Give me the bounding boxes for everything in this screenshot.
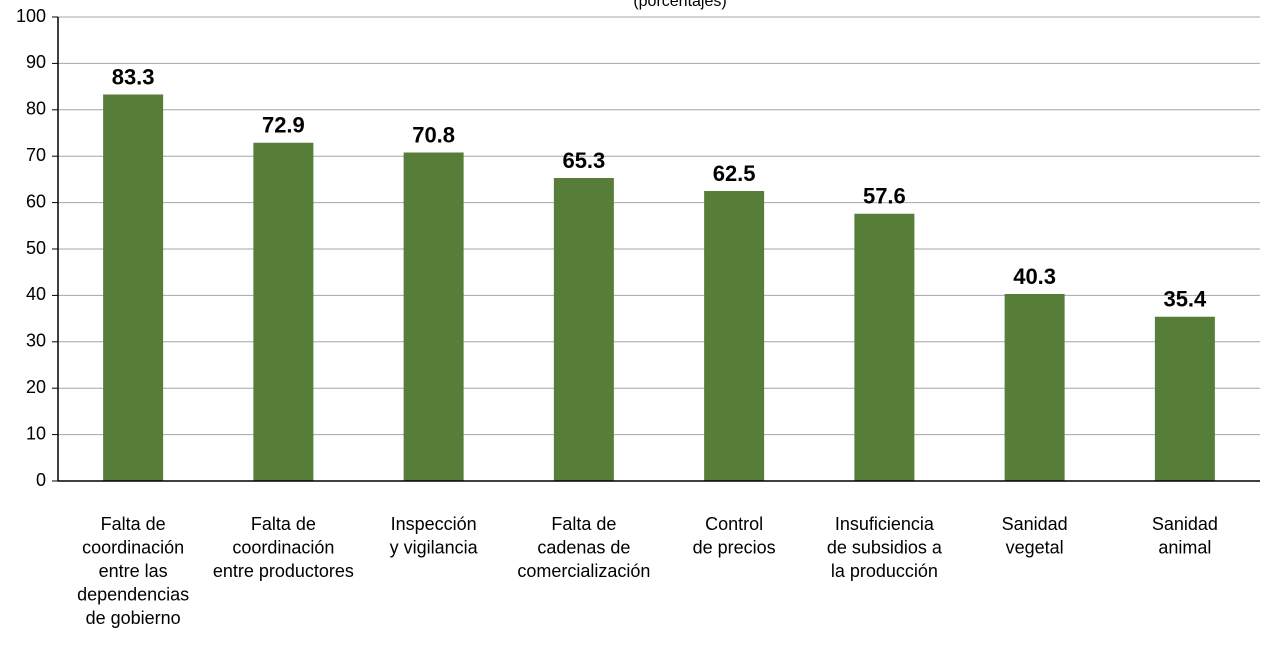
y-tick-label: 0 — [36, 470, 46, 490]
y-tick-label: 20 — [26, 377, 46, 397]
x-tick-label-line: dependencias — [77, 584, 189, 604]
chart-subtitle: (porcentajes) — [633, 0, 726, 10]
x-tick-label-line: Insuficiencia — [835, 514, 935, 534]
y-tick-label: 100 — [16, 6, 46, 26]
x-tick-label: Falta de cadenas de comercialización — [517, 514, 650, 581]
value-label: 65.3 — [562, 148, 605, 173]
x-tick-label-line: y vigilancia — [390, 537, 479, 557]
x-tick-label: Control de precios — [693, 514, 776, 558]
value-label: 57.6 — [863, 184, 906, 209]
x-tick-label-line: Falta de — [251, 514, 316, 534]
x-tick-label-line: Falta de — [101, 514, 166, 534]
y-tick-label: 70 — [26, 145, 46, 165]
x-tick-label: Falta de coordinación entre productores — [213, 514, 354, 581]
bar — [854, 213, 915, 481]
x-tick-label-line: entre las — [99, 561, 168, 581]
x-tick-label-line: coordinación — [82, 537, 184, 557]
x-tick-label-line: Falta de — [551, 514, 616, 534]
x-tick-label-line: la producción — [831, 561, 938, 581]
x-tick-label-line: vegetal — [1006, 537, 1064, 557]
x-tick-label-line: animal — [1158, 537, 1211, 557]
x-tick-label-line: comercialización — [517, 561, 650, 581]
value-label: 35.4 — [1163, 287, 1207, 312]
x-tick-label-line: de gobierno — [86, 608, 181, 628]
value-label: 70.8 — [412, 122, 455, 147]
x-tick-label-line: Inspección — [391, 514, 477, 534]
bar — [553, 178, 614, 481]
x-tick-label: Inspección y vigilancia — [390, 514, 479, 558]
x-tick-label-line: Sanidad — [1002, 514, 1068, 534]
y-tick-label: 40 — [26, 284, 46, 304]
y-tick-label: 10 — [26, 423, 46, 443]
x-tick-label-line: cadenas de — [537, 537, 630, 557]
x-tick-label-line: coordinación — [232, 537, 334, 557]
y-tick-label: 80 — [26, 99, 46, 119]
value-label: 83.3 — [112, 64, 155, 89]
x-tick-label-line: de subsidios a — [827, 537, 943, 557]
bar — [1154, 316, 1215, 481]
x-tick-label: Sanidad animal — [1152, 514, 1218, 558]
y-tick-label: 50 — [26, 238, 46, 258]
bar — [1004, 294, 1065, 481]
bar — [103, 94, 164, 481]
y-tick-label: 60 — [26, 191, 46, 211]
value-label: 72.9 — [262, 113, 305, 138]
x-tick-label: Insuficiencia de subsidios a la producción — [827, 514, 943, 581]
x-tick-label-line: Sanidad — [1152, 514, 1218, 534]
y-tick-label: 90 — [26, 52, 46, 72]
x-tick-label-line: entre productores — [213, 561, 354, 581]
value-label: 40.3 — [1013, 264, 1056, 289]
value-label: 62.5 — [713, 161, 756, 186]
x-tick-label-line: de precios — [693, 537, 776, 557]
y-tick-label: 30 — [26, 331, 46, 351]
bar — [253, 142, 314, 481]
bar — [403, 152, 464, 481]
x-tick-label: Sanidad vegetal — [1002, 514, 1068, 558]
x-tick-label: Falta de coordinación entre las dependencia… — [77, 514, 189, 628]
bar — [704, 191, 765, 481]
x-tick-label-line: Control — [705, 514, 763, 534]
